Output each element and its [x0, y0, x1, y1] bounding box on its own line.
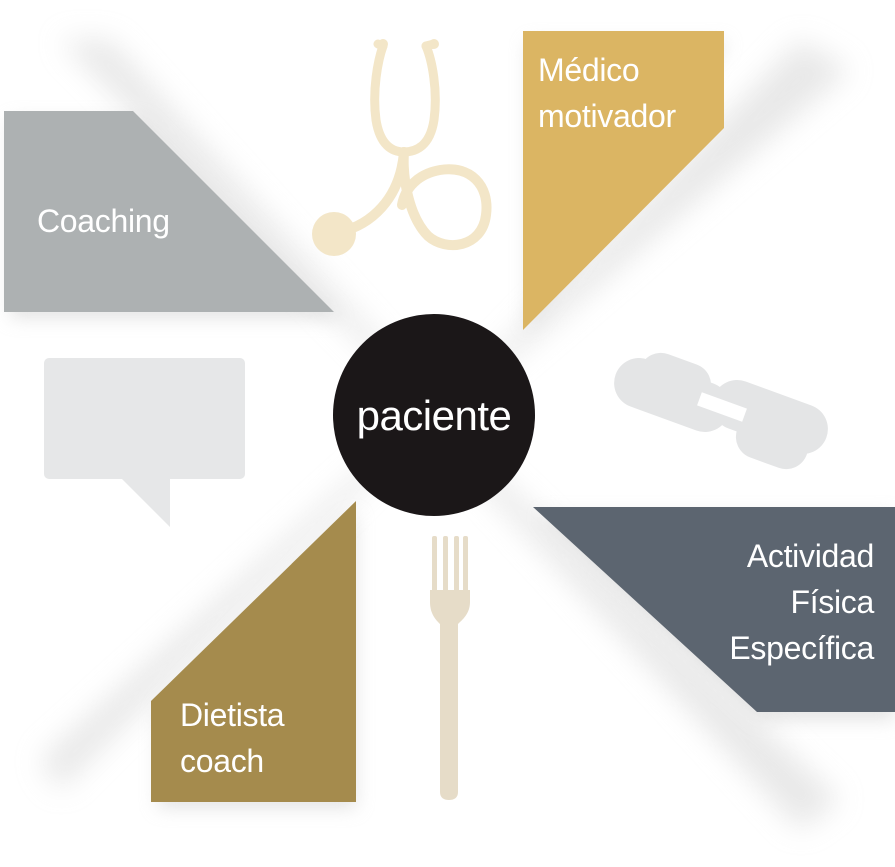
sector-label-medico: Médico motivador — [538, 47, 676, 139]
center-label: paciente — [334, 316, 534, 516]
sector-label-dietista: Dietista coach — [180, 692, 285, 784]
sector-label-coaching: Coaching — [37, 198, 170, 244]
patient-label: paciente — [356, 392, 512, 439]
stethoscope-icon — [312, 39, 492, 256]
sector-label-line: Coaching — [37, 203, 170, 239]
speech-bubble-icon — [44, 358, 245, 527]
sector-label-line: Dietista — [180, 697, 285, 733]
sector-actividad-shape — [531, 507, 895, 712]
sector-label-line: motivador — [538, 98, 676, 134]
sector-medico — [523, 31, 728, 330]
dumbbell-icon — [614, 352, 828, 470]
sector-label-line: Específica — [729, 630, 874, 666]
sector-medico-shape — [523, 31, 724, 330]
sector-dietista — [151, 501, 356, 808]
sector-label-line: Médico — [538, 52, 640, 88]
sector-coaching — [4, 111, 340, 318]
sector-dietista-shape — [151, 501, 356, 802]
sector-actividad — [531, 507, 895, 720]
sector-label-line: Física — [790, 584, 874, 620]
sector-coaching-shape — [4, 111, 334, 312]
sector-label-actividad: Actividad Física Específica — [729, 533, 874, 671]
sector-label-line: Actividad — [746, 538, 874, 574]
fork-icon — [430, 536, 470, 800]
sector-label-line: coach — [180, 743, 264, 779]
center-circle — [333, 314, 535, 516]
